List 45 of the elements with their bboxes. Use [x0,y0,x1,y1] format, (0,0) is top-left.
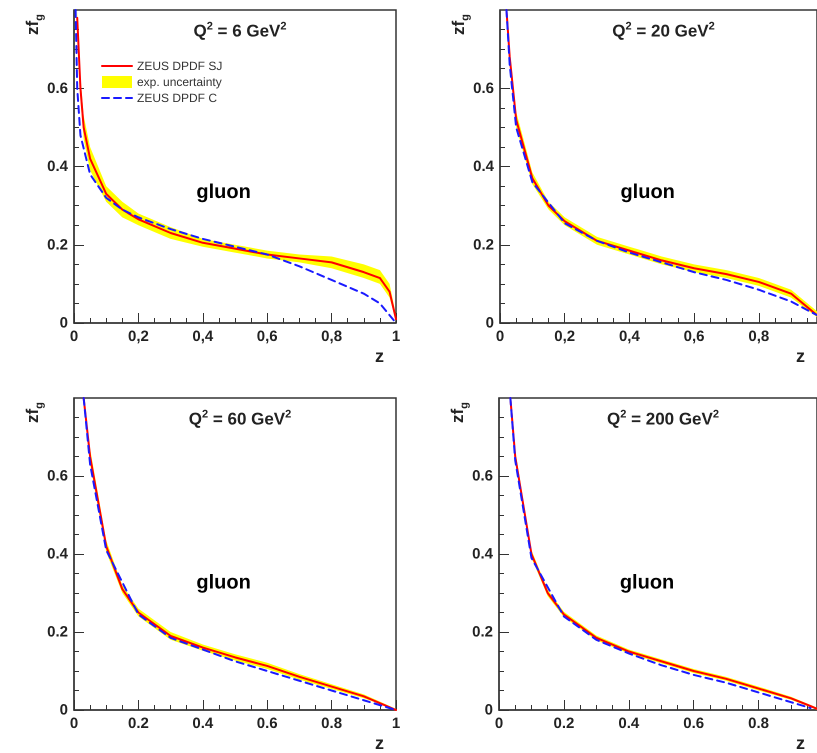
x-tick-label: 0,4 [192,328,214,345]
y-tick-label: 0.2 [472,624,493,640]
x-tick-label: 0,6 [684,328,705,345]
annotation: gluon [196,181,251,204]
y-tick-label: 0.6 [473,80,494,97]
y-tick-label: 0.4 [47,546,69,562]
x-tick-label: 0.4 [192,715,214,732]
x-tick-label: 0.8 [321,715,342,732]
y-tick-label: 0 [484,702,493,718]
y-tick-label: 0.6 [472,468,493,484]
y-tick-label: 0 [60,702,68,718]
y-tick-label: 0.2 [473,236,494,254]
x-axis-title: z [796,733,805,753]
annotation: gluon [620,181,675,204]
x-axis-title: z [375,733,384,753]
x-tick-label: 0,8 [321,328,342,345]
x-tick-label: 0.6 [256,715,278,732]
y-tick-label: 0.4 [472,546,494,562]
x-tick-label: 0,2 [128,328,149,345]
x-tick-label: 1 [392,328,400,345]
y-tick-label: 0.2 [47,624,68,640]
x-tick-label: 0,8 [748,328,770,345]
x-tick-label: 0.8 [748,715,770,732]
annotation: gluon [620,572,674,594]
legend-label: ZEUS DPDF SJ [137,59,222,73]
x-tick-label: 0.4 [618,715,640,732]
x-tick-label: 0,2 [554,328,576,345]
x-tick-label: 0.2 [128,715,149,732]
x-tick-label: 0,4 [618,328,640,345]
x-axis-title: z [375,346,384,366]
legend-label: exp. uncertainty [137,75,222,89]
y-tick-label: 0 [486,314,494,332]
y-tick-label: 0.6 [47,468,68,484]
y-tick-label: 0.4 [473,158,495,175]
y-tick-label: 0.6 [47,80,68,97]
x-tick-label: 1 [392,715,400,732]
y-tick-label: 0.4 [47,158,69,175]
annotation: gluon [196,572,251,594]
y-tick-label: 0.2 [47,236,68,254]
x-axis-title: z [796,346,805,366]
legend-label: ZEUS DPDF C [137,91,218,105]
y-tick-label: 0 [60,314,68,332]
x-tick-label: 0.2 [553,715,574,732]
x-tick-label: 0,6 [256,328,278,345]
x-tick-label: 0.6 [683,715,704,732]
